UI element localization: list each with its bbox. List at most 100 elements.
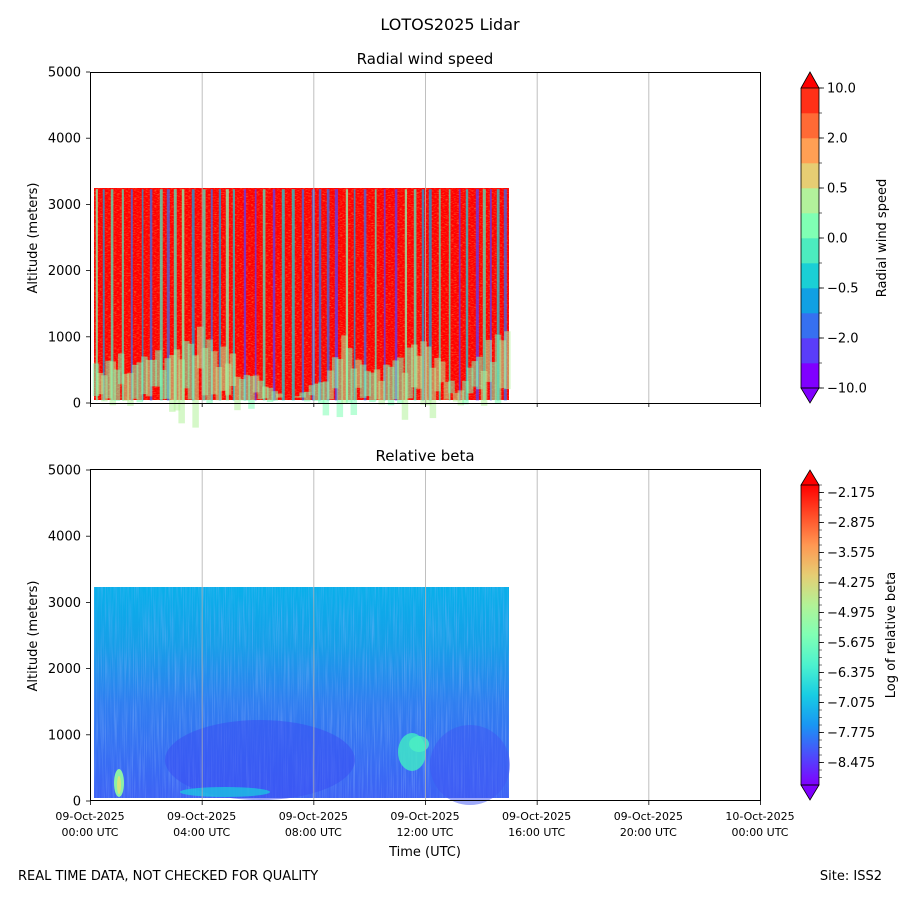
- wind-streak: [503, 189, 507, 401]
- wind-streak: [272, 189, 276, 401]
- wind-low-layer-patch: [173, 349, 181, 411]
- wind-low-layer-patch: [271, 391, 278, 401]
- wind-low-layer-patch: [304, 391, 311, 402]
- wind-low-layer-patch: [420, 341, 427, 405]
- wind-streak: [438, 189, 441, 401]
- bottom-plot-frame: [90, 469, 761, 801]
- wind-streak: [291, 189, 295, 401]
- y-tick-label: 0: [73, 795, 81, 810]
- wind-streak: [121, 189, 124, 401]
- wind-low-layer-patch: [141, 356, 148, 395]
- wind-low-layer-patch: [341, 335, 348, 404]
- wind-streak: [353, 189, 356, 401]
- wind-low-layer-patch: [215, 367, 223, 401]
- wind-streak: [202, 189, 206, 401]
- wind-streak: [374, 189, 377, 401]
- wind-streak: [102, 189, 105, 401]
- y-tick-label: 1000: [48, 330, 81, 345]
- wind-streak: [173, 189, 177, 401]
- wind-streak: [166, 189, 170, 401]
- wind-low-layer-patch: [322, 381, 330, 416]
- wind-cb-tick-label: 2.0: [827, 132, 848, 147]
- y-tick-label: 3000: [48, 198, 81, 213]
- wind-streak: [141, 189, 144, 401]
- wind-low-layer-patch: [504, 331, 511, 390]
- beta-cb-under-triangle: [800, 784, 820, 801]
- wind-low-layer-patch: [494, 334, 502, 404]
- wind-low-layer-patch: [131, 364, 139, 399]
- wind-low-layer-patch: [150, 359, 157, 387]
- beta-cb-tick-label: −6.375: [827, 666, 875, 681]
- x-tick-date: 09-Oct-2025: [502, 810, 571, 823]
- wind-cb-segment: [801, 213, 819, 239]
- x-tick-time: 12:00 UTC: [396, 826, 453, 839]
- x-tick-time: 20:00 UTC: [620, 826, 677, 839]
- beta-cb-tick-label: −4.975: [827, 606, 875, 621]
- wind-low-layer-patch: [411, 344, 418, 388]
- wind-low-layer-patch: [317, 382, 325, 404]
- wind-streak: [149, 189, 153, 401]
- x-tick-date: 10-Oct-2025: [725, 810, 794, 823]
- bottom-y-axis-label: Altitude (meters): [26, 581, 41, 692]
- wind-low-layer-patch: [327, 370, 334, 400]
- wind-cb-segment: [801, 288, 819, 314]
- wind-low-layer-patch: [266, 387, 274, 403]
- x-tick-time: 04:00 UTC: [173, 826, 230, 839]
- wind-low-layer-patch: [476, 356, 483, 390]
- wind-low-layer-patch: [117, 353, 125, 384]
- wind-streak: [218, 189, 222, 401]
- wind-low-layer-patch: [224, 363, 232, 395]
- wind-streak: [254, 189, 257, 401]
- wind-streak: [404, 189, 408, 401]
- relative-beta-panel: Relative beta 0 1000 2000 3000 4000 5000 09-O…: [26, 447, 899, 860]
- wind-low-layer-patch: [378, 380, 385, 405]
- y-tick-label: 2000: [48, 264, 81, 279]
- wind-low-layer-patch: [220, 346, 227, 391]
- wind-streak: [458, 189, 461, 401]
- beta-cb-gradient: [801, 485, 819, 785]
- wind-cb-under-triangle: [800, 387, 820, 404]
- beta-cb-tick-label: −5.675: [827, 636, 875, 651]
- wind-low-layer-patch: [248, 376, 255, 409]
- wind-cb-segment: [801, 363, 819, 389]
- wind-streak: [421, 189, 425, 401]
- wind-low-layer-patch: [183, 341, 190, 389]
- wind-low-layer-patch: [187, 343, 195, 400]
- wind-streak: [95, 189, 98, 401]
- wind-streak: [301, 189, 305, 401]
- x-axis-label: Time (UTC): [388, 845, 461, 860]
- wind-low-layer-patch: [373, 369, 381, 400]
- wind-low-layer-patch: [262, 386, 269, 399]
- beta-cb-tick-label: −4.275: [827, 576, 875, 591]
- quality-note: REAL TIME DATA, NOT CHECKED FOR QUALITY: [18, 869, 319, 884]
- wind-low-layer-patch: [145, 359, 153, 397]
- wind-low-layer-patch: [210, 351, 218, 395]
- top-panel-title: Radial wind speed: [357, 50, 494, 68]
- x-tick-date: 09-Oct-2025: [390, 810, 459, 823]
- wind-streak: [334, 189, 338, 401]
- wind-cb-segment: [801, 263, 819, 289]
- wind-low-layer-patch: [480, 370, 488, 406]
- wind-low-layer-patch: [257, 380, 264, 400]
- wind-low-layer-patch: [369, 372, 376, 403]
- wind-low-layer-patch: [345, 348, 353, 403]
- wind-low-layer-patch: [308, 385, 316, 396]
- wind-cb-segment: [801, 163, 819, 189]
- wind-low-layer-patch: [415, 356, 423, 389]
- wind-low-layer-patch: [159, 369, 167, 400]
- wind-colorbar: 10.0 2.0 0.5 0.0 −0.5 −2.0 −10.0 Radial wind s…: [800, 71, 890, 404]
- x-tick-date: 09-Oct-2025: [614, 810, 683, 823]
- wind-streak: [489, 189, 492, 401]
- wind-streak: [181, 189, 185, 401]
- wind-low-layer-patch: [401, 373, 409, 420]
- y-tick-label: 4000: [48, 530, 81, 545]
- wind-streak: [243, 189, 247, 401]
- wind-low-layer-patch: [178, 359, 185, 424]
- beta-cb-tick-label: −2.175: [827, 486, 875, 501]
- wind-low-layer-patch: [243, 374, 251, 401]
- wind-streak: [110, 189, 114, 401]
- radial-wind-panel: Radial wind speed 010002000300040005000 …: [26, 50, 890, 428]
- wind-low-layer-patch: [485, 339, 492, 382]
- wind-low-layer-patch: [438, 361, 446, 383]
- beta-cb-tick-label: −7.075: [827, 696, 875, 711]
